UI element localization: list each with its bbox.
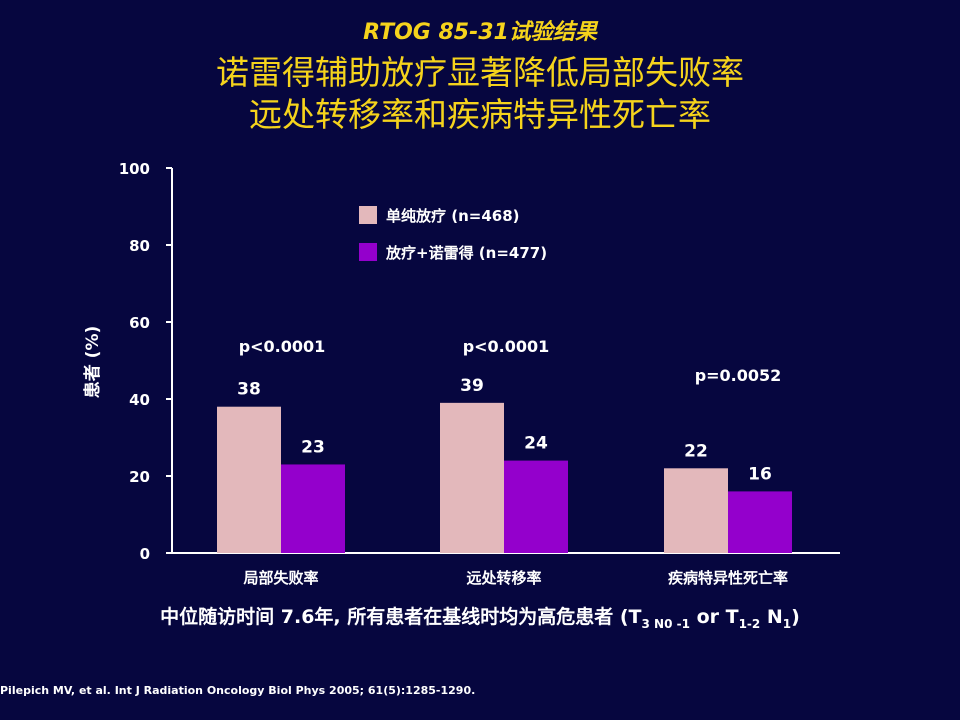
headline-line-1: 诺雷得辅助放疗显著降低局部失败率 — [216, 53, 744, 92]
category-label: 疾病特异性死亡率 — [668, 569, 788, 587]
legend-label: 单纯放疗 (n=468) — [386, 207, 520, 225]
data-label: 22 — [684, 441, 708, 461]
y-tick-label: 0 — [140, 545, 150, 563]
data-label: 16 — [748, 464, 772, 484]
bar — [217, 406, 281, 553]
data-label: 23 — [301, 437, 325, 457]
bar — [440, 402, 504, 553]
trial-title: RTOG 85-31试验结果 — [363, 20, 597, 45]
y-axis-label: 患者 (%) — [82, 326, 103, 399]
y-tick-label: 40 — [129, 391, 150, 409]
bar-chart: 0 20 40 60 80 100 患者 (%) 38 23 局部失败率 39 24 远处转移率 22 16… — [82, 160, 840, 587]
headline-line-2: 远处转移率和疾病特异性死亡率 — [249, 95, 711, 134]
p-value-label: p<0.0001 — [463, 337, 550, 356]
data-label: 24 — [524, 434, 548, 454]
legend-swatch — [359, 206, 377, 224]
bar — [504, 460, 568, 553]
p-value-label: p<0.0001 — [239, 337, 326, 356]
data-label: 39 — [460, 376, 484, 396]
bar — [281, 464, 345, 553]
y-tick-label: 20 — [129, 468, 150, 486]
legend-swatch — [359, 243, 377, 261]
category-label: 局部失败率 — [242, 569, 318, 587]
data-label: 38 — [237, 380, 261, 400]
follow-up-footnote: 中位随访时间 7.6年, 所有患者在基线时均为高危患者 (T3 N0 -1 or… — [160, 606, 800, 631]
bar — [728, 491, 792, 553]
y-tick-label: 100 — [119, 160, 150, 178]
p-value-label: p=0.0052 — [695, 366, 782, 385]
citation-reference: Pilepich MV, et al. Int J Radiation Onco… — [0, 684, 476, 697]
legend-label: 放疗+诺雷得 (n=477) — [385, 244, 547, 262]
category-label: 远处转移率 — [466, 569, 541, 587]
y-tick-label: 60 — [129, 314, 150, 332]
y-tick-label: 80 — [129, 237, 150, 255]
bar — [664, 468, 728, 553]
